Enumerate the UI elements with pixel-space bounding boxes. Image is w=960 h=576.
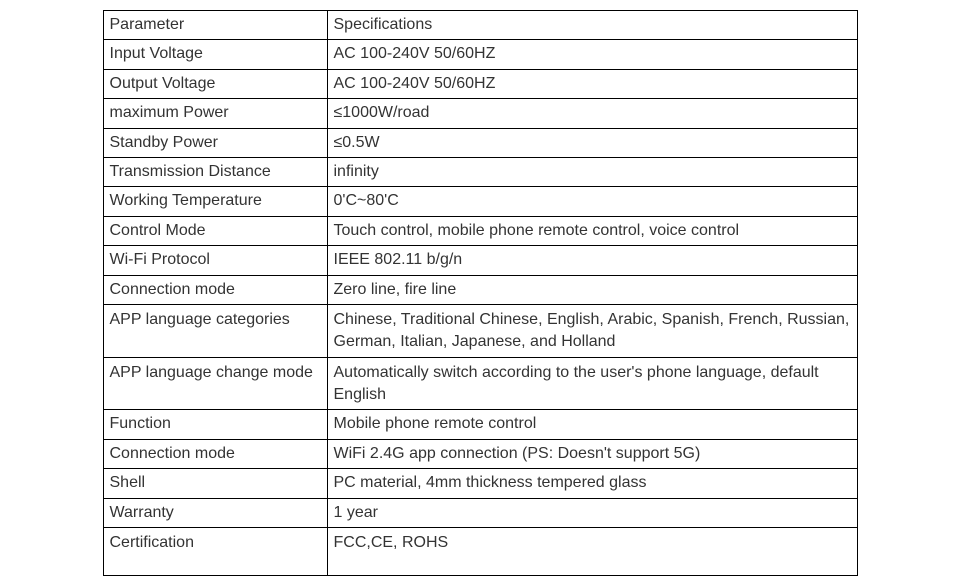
table-header-row: Parameter Specifications	[103, 11, 857, 40]
table-row: Input Voltage AC 100-240V 50/60HZ	[103, 40, 857, 69]
param-cell: Input Voltage	[103, 40, 327, 69]
param-cell: APP language change mode	[103, 357, 327, 410]
spec-cell: AC 100-240V 50/60HZ	[327, 40, 857, 69]
table-row: Output Voltage AC 100-240V 50/60HZ	[103, 69, 857, 98]
param-cell: Warranty	[103, 498, 327, 527]
param-cell: Certification	[103, 528, 327, 576]
spec-cell: PC material, 4mm thickness tempered glas…	[327, 469, 857, 498]
spec-cell: Chinese, Traditional Chinese, English, A…	[327, 304, 857, 357]
param-cell: Wi-Fi Protocol	[103, 246, 327, 275]
spec-cell: ≤0.5W	[327, 128, 857, 157]
spec-cell: ≤1000W/road	[327, 99, 857, 128]
param-cell: Connection mode	[103, 275, 327, 304]
param-cell: Working Temperature	[103, 187, 327, 216]
table-row: Connection mode Zero line, fire line	[103, 275, 857, 304]
table-row: Certification FCC,CE, ROHS	[103, 528, 857, 576]
param-cell: maximum Power	[103, 99, 327, 128]
spec-cell: Touch control, mobile phone remote contr…	[327, 216, 857, 245]
table-row: maximum Power ≤1000W/road	[103, 99, 857, 128]
spec-cell: IEEE 802.11 b/g/n	[327, 246, 857, 275]
spec-cell: WiFi 2.4G app connection (PS: Doesn't su…	[327, 439, 857, 468]
spec-cell: Automatically switch according to the us…	[327, 357, 857, 410]
param-cell: Control Mode	[103, 216, 327, 245]
spec-cell: 1 year	[327, 498, 857, 527]
header-parameter: Parameter	[103, 11, 327, 40]
table-row: APP language change mode Automatically s…	[103, 357, 857, 410]
specifications-table: Parameter Specifications Input Voltage A…	[103, 10, 858, 576]
param-cell: Output Voltage	[103, 69, 327, 98]
spec-cell: 0'C~80'C	[327, 187, 857, 216]
spec-cell: Mobile phone remote control	[327, 410, 857, 439]
spec-cell: AC 100-240V 50/60HZ	[327, 69, 857, 98]
table-row: Working Temperature 0'C~80'C	[103, 187, 857, 216]
header-specifications: Specifications	[327, 11, 857, 40]
spec-cell: Zero line, fire line	[327, 275, 857, 304]
table-row: Control Mode Touch control, mobile phone…	[103, 216, 857, 245]
param-cell: Connection mode	[103, 439, 327, 468]
table-row: Warranty 1 year	[103, 498, 857, 527]
param-cell: Shell	[103, 469, 327, 498]
table-row: Transmission Distance infinity	[103, 157, 857, 186]
table-row: Shell PC material, 4mm thickness tempere…	[103, 469, 857, 498]
table-row: Function Mobile phone remote control	[103, 410, 857, 439]
table-row: Connection mode WiFi 2.4G app connection…	[103, 439, 857, 468]
table-row: APP language categories Chinese, Traditi…	[103, 304, 857, 357]
spec-cell: infinity	[327, 157, 857, 186]
param-cell: Transmission Distance	[103, 157, 327, 186]
table-row: Wi-Fi Protocol IEEE 802.11 b/g/n	[103, 246, 857, 275]
table-row: Standby Power ≤0.5W	[103, 128, 857, 157]
table-body: Parameter Specifications Input Voltage A…	[103, 11, 857, 576]
param-cell: Standby Power	[103, 128, 327, 157]
param-cell: APP language categories	[103, 304, 327, 357]
spec-cell: FCC,CE, ROHS	[327, 528, 857, 576]
param-cell: Function	[103, 410, 327, 439]
